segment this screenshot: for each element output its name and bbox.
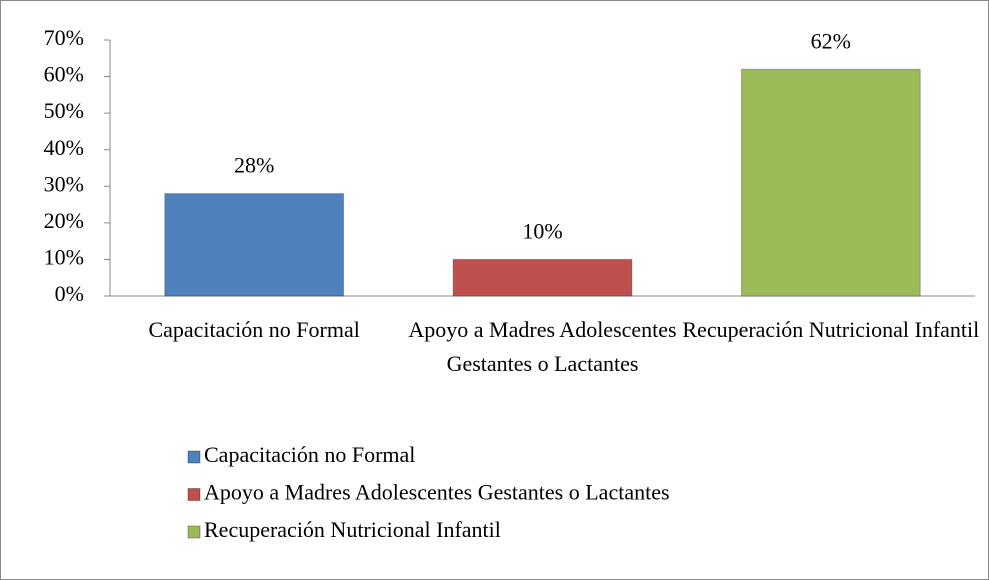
y-tick-label: 20% (44, 208, 84, 233)
value-label: 28% (234, 153, 274, 178)
legend-swatch (187, 450, 201, 464)
legend-label: Recuperación Nutricional Infantil (204, 517, 501, 542)
y-tick-label: 10% (44, 244, 84, 269)
y-tick-label: 40% (44, 135, 84, 160)
y-tick-label: 50% (44, 98, 84, 123)
y-tick-label: 70% (44, 25, 84, 50)
y-tick-label: 0% (55, 281, 84, 306)
bar (452, 258, 633, 297)
x-tick-label: Apoyo a Madres Adolescentes Gestantes o … (408, 317, 677, 376)
bar (740, 68, 921, 297)
x-tick-label: Recuperación Nutricional Infantil (682, 317, 980, 342)
y-tick-label: 30% (44, 171, 84, 196)
value-label: 62% (811, 28, 851, 53)
legend-swatch (187, 488, 201, 501)
legend-swatch (187, 525, 201, 539)
y-tick-label: 60% (44, 62, 84, 87)
bar (164, 193, 345, 297)
legend-label: Capacitación no Formal (204, 442, 415, 467)
x-tick-label: Capacitación no Formal (148, 317, 360, 342)
legend-label: Apoyo a Madres Adolescentes Gestantes o … (204, 480, 670, 505)
value-label: 10% (522, 218, 562, 243)
